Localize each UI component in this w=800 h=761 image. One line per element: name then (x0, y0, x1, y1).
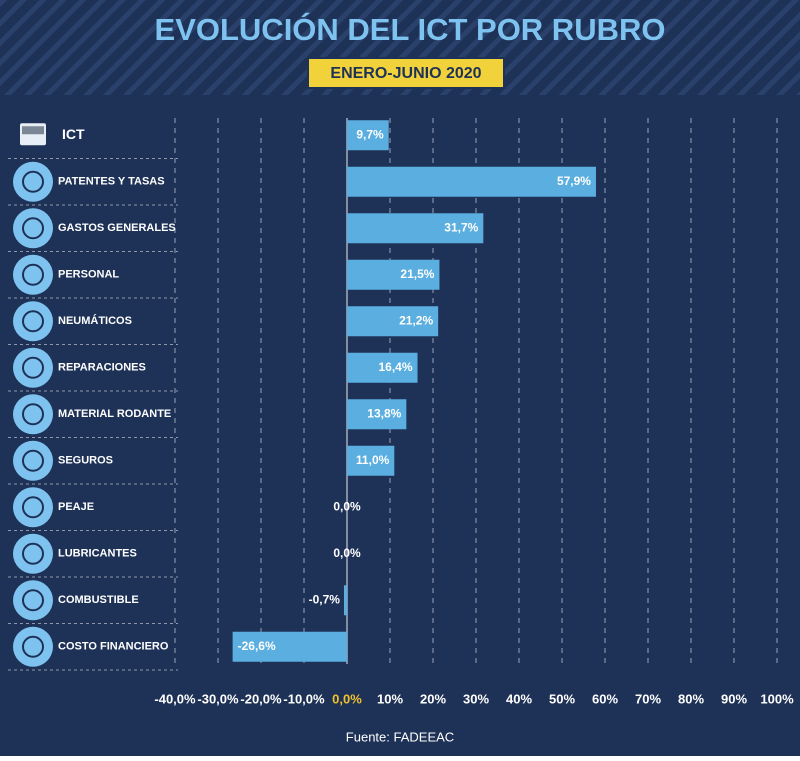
x-tick-label: -30,0% (197, 691, 239, 706)
icon (13, 440, 53, 481)
category-label: PATENTES Y TASAS (58, 176, 165, 188)
bar (347, 259, 440, 290)
bar (347, 445, 395, 476)
icon (13, 161, 53, 202)
subtitle: ENERO-JUNIO 2020 (330, 65, 481, 82)
x-tick-label: 70% (635, 691, 661, 706)
x-tick-label: 20% (420, 691, 446, 706)
bar (347, 213, 484, 244)
icon (22, 635, 44, 658)
icon (22, 449, 44, 472)
icon (22, 542, 44, 565)
value-label: -0,7% (309, 592, 341, 606)
icon (22, 310, 44, 333)
category-label: REPARACIONES (58, 362, 146, 374)
bar (347, 306, 439, 337)
bar (347, 352, 418, 383)
x-tick-label: 10% (377, 691, 403, 706)
icon (22, 263, 44, 286)
bar (347, 399, 407, 430)
chart-title: EVOLUCIÓN DEL ICT POR RUBRO (155, 11, 666, 47)
category-label: NEUMÁTICOS (58, 314, 132, 327)
value-label: 0,0% (333, 499, 361, 513)
icon (13, 254, 53, 295)
icon (13, 208, 53, 249)
category-label: COMBUSTIBLE (58, 594, 139, 606)
icon (13, 487, 53, 528)
icon (22, 496, 44, 519)
x-tick-label: 30% (463, 691, 489, 706)
icon (13, 394, 53, 435)
bar (347, 120, 389, 151)
icon (22, 170, 44, 193)
bar (343, 585, 347, 616)
icon (22, 126, 44, 135)
category-label: PEAJE (58, 501, 94, 513)
value-label: 57,9% (557, 174, 591, 188)
source: Fuente: FADEEAC (346, 729, 454, 744)
category-label: MATERIAL RODANTE (58, 408, 171, 420)
bar (232, 631, 347, 662)
bar (347, 166, 596, 197)
value-label: 21,2% (399, 313, 433, 327)
category-label: ICT (62, 126, 85, 142)
value-label: 31,7% (444, 220, 478, 234)
value-label: 21,5% (400, 267, 434, 281)
value-label: 9,7% (356, 127, 384, 141)
x-tick-label: 60% (592, 691, 618, 706)
category-label: COSTO FINANCIERO (58, 641, 169, 653)
x-tick-label: 0,0% (332, 691, 362, 706)
icon (22, 356, 44, 379)
icon (13, 580, 53, 621)
icon (13, 626, 53, 667)
x-tick-label: -20,0% (240, 691, 282, 706)
x-tick-label: -10,0% (283, 691, 325, 706)
x-tick-label: 80% (678, 691, 704, 706)
value-label: 16,4% (378, 360, 412, 374)
category-label: GASTOS GENERALES (58, 222, 176, 234)
icon (13, 301, 53, 342)
category-label: LUBRICANTES (58, 548, 137, 560)
icon (22, 217, 44, 240)
x-tick-label: -40,0% (154, 691, 196, 706)
icon (13, 347, 53, 388)
x-tick-label: 50% (549, 691, 575, 706)
subtitle-box (307, 57, 505, 89)
icon (22, 589, 44, 612)
x-tick-label: 100% (760, 691, 794, 706)
value-label: -26,6% (238, 639, 276, 653)
category-label: SEGUROS (58, 455, 113, 467)
icon (13, 533, 53, 574)
x-tick-label: 90% (721, 691, 747, 706)
icon (22, 403, 44, 426)
x-tick-label: 40% (506, 691, 532, 706)
value-label: 13,8% (367, 406, 401, 420)
value-label: 11,0% (356, 453, 390, 467)
value-label: 0,0% (333, 546, 361, 560)
category-label: PERSONAL (58, 269, 119, 281)
